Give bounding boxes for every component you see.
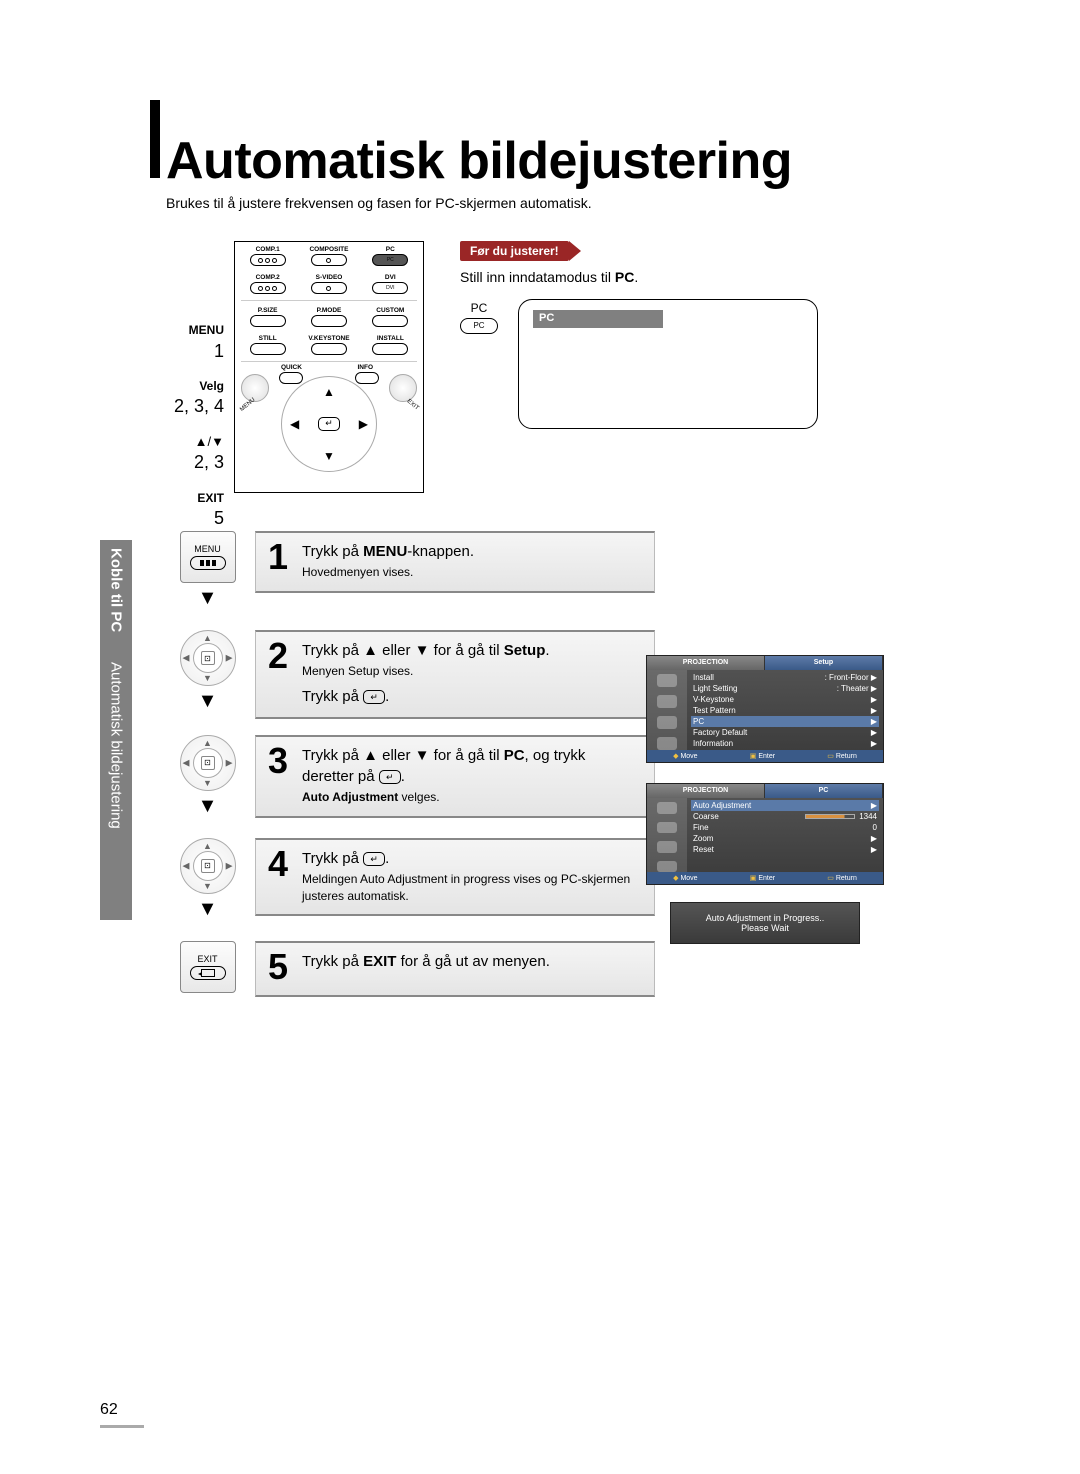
step-5: EXIT 5Trykk på EXIT for å gå ut av menyen… [160,941,980,997]
pc-osd-preview: PC [518,299,818,429]
osd-row: Install: Front-Floor ▶ [691,672,879,683]
osd-row: Reset ▶ [691,844,879,855]
dpad-icon: ⊡▲▼◀▶ [180,735,236,791]
step-body: 4Trykk på ↵.Meldingen Auto Adjustment in… [255,838,655,917]
remote-illustration: COMP.1COMPOSITEPCPCCOMP.2S-VIDEODVIDVIP.… [234,241,424,493]
osd-row: Coarse1344 [691,811,879,822]
step-body: 2Trykk på ▲ eller ▼ for å gå til Setup.M… [255,630,655,719]
exit-key-icon: EXIT [180,941,236,993]
page-subtitle: Brukes til å justere frekvensen og fasen… [166,195,980,211]
section-tab: Koble til PC Automatisk bildejustering [100,540,132,920]
remote-step-labels: MENU1 Velg2, 3, 4 ▲/▼2, 3 EXIT5 [150,321,224,544]
osd-row: PC ▶ [691,716,879,727]
dpad-icon: ⊡▲▼◀▶ [180,630,236,686]
osd-row: Information ▶ [691,738,879,749]
callout-text: Still inn inndatamodus til PC. [460,269,890,285]
osd-row: Zoom ▶ [691,833,879,844]
osd-row: Factory Default ▶ [691,727,879,738]
enter-icon: ↵ [379,770,401,784]
dpad-icon: ⊡▲▼◀▶ [180,838,236,894]
remote-dpad: QUICK INFO MENU EXIT ▲ ▼ ◀ ▶ ↵ [235,366,423,481]
title-text: Automatisk bildejustering [166,131,792,191]
osd-setup-menu: PROJECTION Setup Install: Front-Floor ▶L… [646,655,884,763]
osd-progress-dialog: Auto Adjustment in Progress.. Please Wai… [670,902,860,944]
osd-row: Light Setting: Theater ▶ [691,683,879,694]
menu-button-icon [241,374,269,402]
step-body: 5Trykk på EXIT for å gå ut av menyen. [255,941,655,997]
pc-mode-icon: PC PC [460,301,498,334]
step-body: 1Trykk på MENU-knappen.Hovedmenyen vises… [255,531,655,593]
enter-icon: ↵ [363,852,385,866]
osd-pc-menu: PROJECTION PC Auto Adjustment ▶Coarse134… [646,783,884,885]
pre-adjust-callout: Før du justerer! Still inn inndatamodus … [460,241,890,429]
osd-row: V-Keystone ▶ [691,694,879,705]
osd-row: Auto Adjustment ▶ [691,800,879,811]
exit-button-icon [389,374,417,402]
page-number: 62 [100,1401,144,1428]
step-body: 3Trykk på ▲ eller ▼ for å gå til PC, og … [255,735,655,818]
page-title: Automatisk bildejustering [150,100,980,191]
diagram-area: MENU1 Velg2, 3, 4 ▲/▼2, 3 EXIT5 COMP.1CO… [150,241,980,501]
title-bar-accent [150,100,160,178]
callout-tag: Før du justerer! [460,241,569,261]
osd-row: Test Pattern ▶ [691,705,879,716]
enter-icon: ↵ [363,690,385,704]
step-1: MENU▼1Trykk på MENU-knappen.Hovedmenyen … [160,531,980,614]
osd-row: Fine0 [691,822,879,833]
